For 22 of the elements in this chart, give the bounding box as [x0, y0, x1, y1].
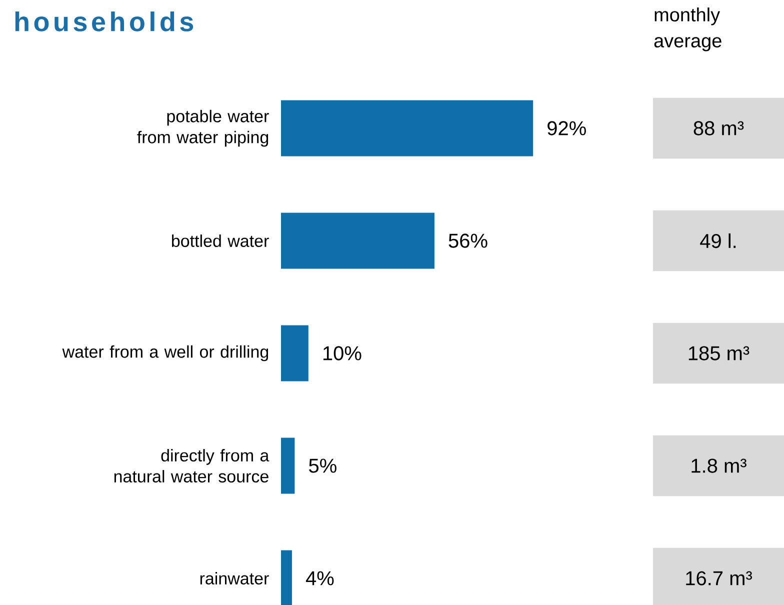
bar — [281, 325, 308, 382]
text: 88 m³ — [694, 121, 744, 136]
text: 49 l. — [700, 233, 736, 248]
y-tick-label: potable water from water piping — [137, 110, 269, 147]
bar — [281, 438, 295, 494]
text: monthly average — [654, 8, 722, 52]
y-tick-label: water from a well or drilling — [62, 345, 268, 362]
text: 1.8 m³ — [692, 458, 746, 473]
chart-title: households — [15, 12, 194, 32]
y-tick-label: bottled water — [172, 234, 269, 248]
text: 16.7 m³ — [686, 571, 752, 586]
data-label: 56% — [448, 234, 488, 248]
y-tick-label: directly from a natural water source — [114, 449, 270, 483]
y-tick-label: rainwater — [200, 572, 269, 585]
data-label: 92% — [548, 121, 586, 136]
bar — [281, 100, 534, 156]
data-label: 10% — [323, 346, 362, 360]
bar — [281, 212, 434, 269]
data-label: 5% — [309, 458, 336, 473]
text: 185 m³ — [688, 346, 750, 360]
data-label: 4% — [306, 571, 334, 586]
bar — [281, 550, 292, 605]
